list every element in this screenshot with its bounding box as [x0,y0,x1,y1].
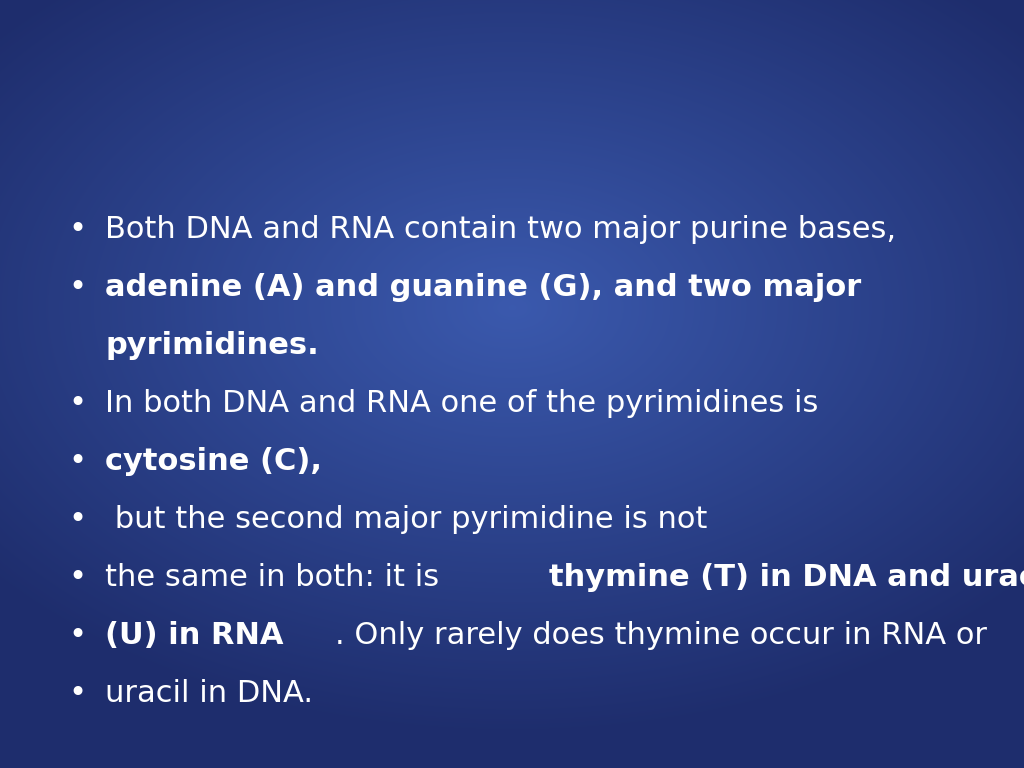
Text: •: • [68,563,86,592]
Text: Both DNA and RNA contain two major purine bases,: Both DNA and RNA contain two major purin… [105,215,896,244]
Text: uracil in DNA.: uracil in DNA. [105,679,313,708]
Text: cytosine (C),: cytosine (C), [105,447,322,476]
Text: •: • [68,215,86,244]
Text: •: • [68,679,86,708]
Text: but the second major pyrimidine is not: but the second major pyrimidine is not [105,505,708,534]
Text: adenine (A) and guanine (G), and two major: adenine (A) and guanine (G), and two maj… [105,273,861,302]
Text: In both DNA and RNA one of the pyrimidines is: In both DNA and RNA one of the pyrimidin… [105,389,818,418]
Text: •: • [68,505,86,534]
Text: •: • [68,389,86,418]
Text: •: • [68,273,86,302]
Text: •: • [68,447,86,476]
Text: . Only rarely does thymine occur in RNA or: . Only rarely does thymine occur in RNA … [335,621,987,650]
Text: (U) in RNA: (U) in RNA [105,621,284,650]
Text: •: • [68,621,86,650]
Text: thymine (T) in DNA and uracil: thymine (T) in DNA and uracil [549,563,1024,592]
Text: pyrimidines.: pyrimidines. [105,331,318,360]
Text: the same in both: it is: the same in both: it is [105,563,449,592]
